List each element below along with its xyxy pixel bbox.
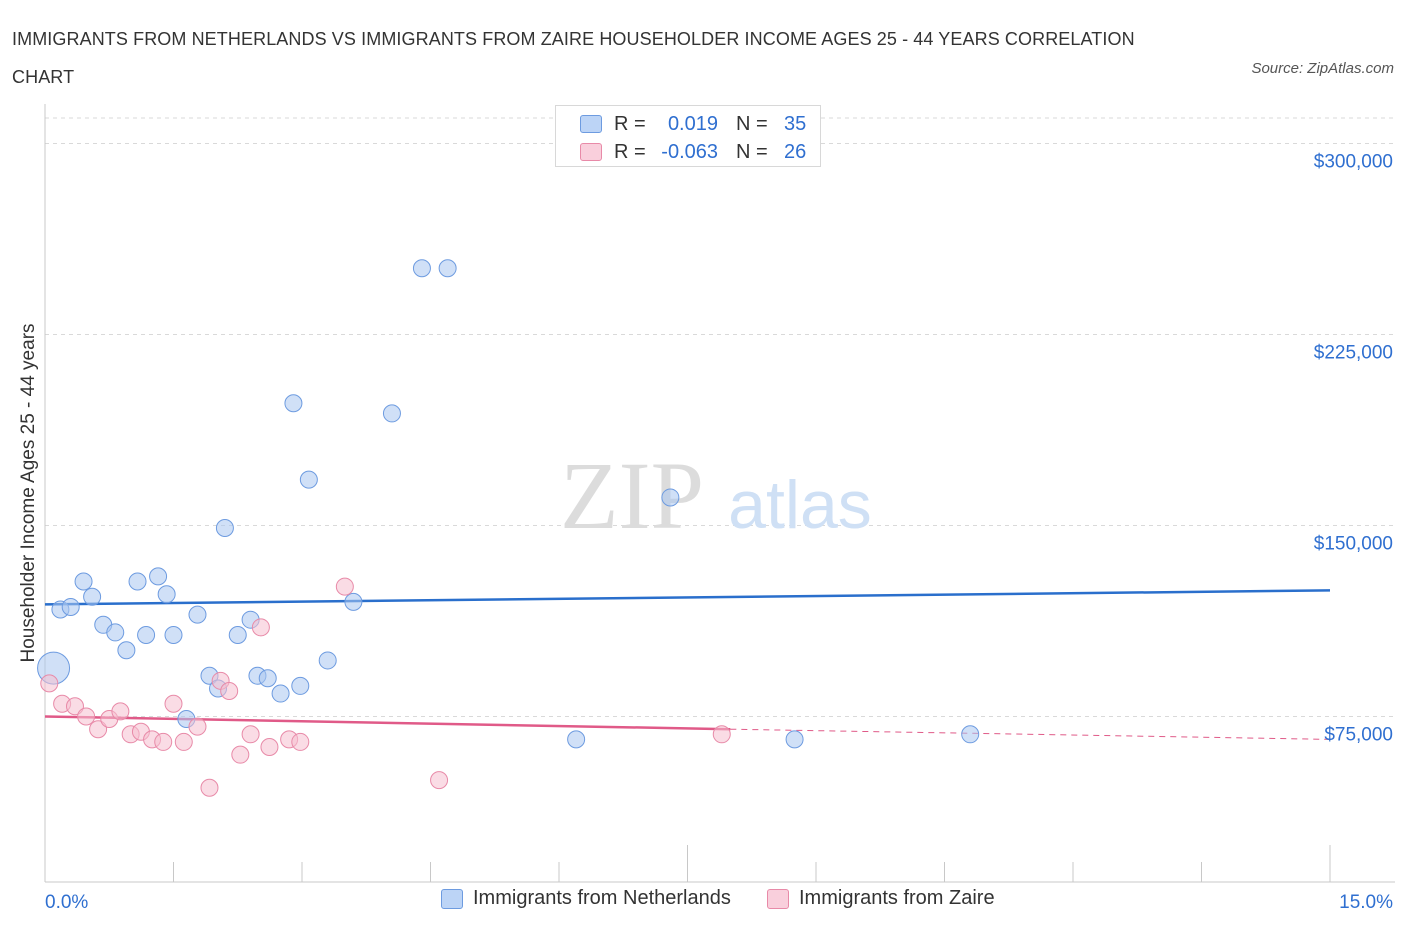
point-netherlands xyxy=(61,597,80,616)
legend-swatch-zaire xyxy=(580,143,602,161)
legend-swatch-netherlands xyxy=(580,115,602,133)
point-zaire xyxy=(712,725,731,744)
point-netherlands xyxy=(164,625,183,644)
watermark-atlas: atlas xyxy=(728,467,872,543)
point-netherlands xyxy=(188,605,207,624)
series-swatch-netherlands xyxy=(441,888,463,909)
series-legend-netherlands: Immigrants from Netherlands xyxy=(441,887,731,910)
point-zaire xyxy=(260,738,279,757)
point-zaire xyxy=(89,720,108,739)
point-netherlands xyxy=(157,585,176,604)
series-swatch-zaire xyxy=(767,888,789,909)
source-label: Source: ZipAtlas.com xyxy=(1251,60,1394,77)
point-zaire xyxy=(430,771,449,790)
legend-r-label: R = xyxy=(614,140,646,163)
y-tick-label: $150,000 xyxy=(1314,533,1393,554)
point-netherlands xyxy=(258,669,277,688)
point-netherlands xyxy=(661,488,680,507)
point-netherlands xyxy=(215,519,234,538)
legend-n-label: N = xyxy=(736,140,768,163)
watermark-zip: ZIP xyxy=(560,442,704,549)
point-netherlands xyxy=(83,587,102,606)
legend-n-value: 35 xyxy=(784,112,807,135)
point-netherlands xyxy=(149,567,168,586)
y-tick-label: $225,000 xyxy=(1314,342,1393,363)
point-zaire xyxy=(241,725,260,744)
y-tick-label: $300,000 xyxy=(1314,151,1393,172)
point-netherlands xyxy=(137,625,156,644)
x-tick-label: 15.0% xyxy=(1339,892,1393,913)
axes xyxy=(44,104,1395,883)
point-netherlands xyxy=(438,259,457,278)
point-zaire xyxy=(164,694,183,713)
y-tick-label: $75,000 xyxy=(1324,724,1393,745)
point-zaire xyxy=(200,778,219,797)
point-zaire xyxy=(335,577,354,596)
point-netherlands xyxy=(117,641,136,660)
data-points xyxy=(37,259,980,797)
point-netherlands xyxy=(567,730,586,749)
x-tick-label: 0.0% xyxy=(45,892,88,913)
point-netherlands xyxy=(74,572,93,591)
point-netherlands xyxy=(318,651,337,670)
trend-line-zaire xyxy=(44,715,731,731)
series-label-netherlands: Immigrants from Netherlands xyxy=(473,887,731,909)
trend-lines xyxy=(44,589,1331,740)
chart-title: IMMIGRANTS FROM NETHERLANDS VS IMMIGRANT… xyxy=(12,29,1135,87)
point-zaire xyxy=(251,618,270,637)
series-legend: Immigrants from Netherlands Immigrants f… xyxy=(0,887,1406,917)
axis-labels: $75,000 $150,000 $225,000 $300,000 0.0% 15.0%… xyxy=(18,151,1393,913)
point-zaire xyxy=(40,674,59,693)
point-netherlands xyxy=(382,404,401,423)
trend-line-netherlands xyxy=(44,589,1331,606)
point-netherlands xyxy=(284,394,303,413)
point-zaire xyxy=(111,702,130,721)
point-netherlands xyxy=(344,592,363,611)
point-netherlands xyxy=(785,730,804,749)
point-netherlands xyxy=(412,259,431,278)
point-zaire xyxy=(220,682,239,700)
legend-r-value: 0.019 xyxy=(667,112,718,135)
point-zaire xyxy=(65,697,84,716)
point-netherlands xyxy=(106,623,125,642)
legend-row-netherlands: R = 0.019 N = 35 xyxy=(580,110,806,138)
point-zaire xyxy=(188,717,207,736)
series-legend-zaire: Immigrants from Zaire xyxy=(767,887,995,910)
y-axis-label: Householder Income Ages 25 - 44 years xyxy=(18,323,39,662)
point-netherlands xyxy=(228,625,247,644)
legend-n-value: 26 xyxy=(784,140,807,163)
series-label-zaire: Immigrants from Zaire xyxy=(799,887,995,909)
point-netherlands xyxy=(291,676,310,695)
trend-line-zaire-extension xyxy=(730,728,1331,740)
point-netherlands xyxy=(299,470,318,489)
point-netherlands xyxy=(961,725,980,744)
legend-r-label: R = xyxy=(614,112,646,135)
legend-row-zaire: R = -0.063 N = 26 xyxy=(580,138,806,166)
point-netherlands xyxy=(128,572,147,591)
point-zaire xyxy=(77,707,96,726)
point-zaire xyxy=(154,732,173,751)
stats-legend: R = 0.019 N = 35 R = -0.063 N = 26 xyxy=(555,105,821,167)
point-zaire xyxy=(291,732,310,751)
legend-n-label: N = xyxy=(736,112,768,135)
point-zaire xyxy=(231,745,250,764)
point-netherlands xyxy=(271,684,290,703)
point-zaire xyxy=(174,732,193,751)
legend-r-value: -0.063 xyxy=(661,140,718,163)
